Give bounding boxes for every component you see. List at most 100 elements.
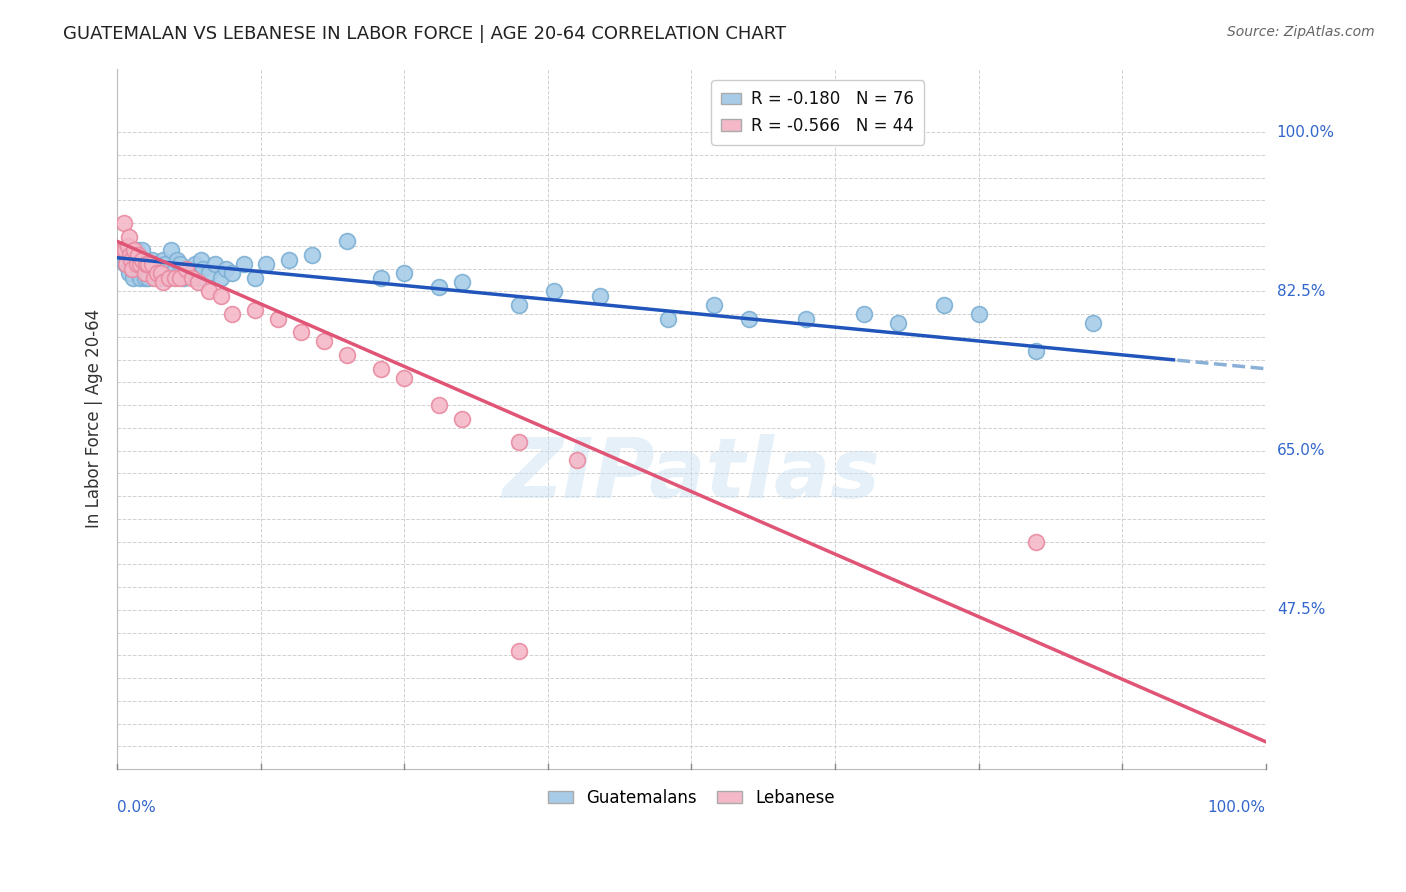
Point [146,266,169,280]
Point [152,252,174,267]
Point [301,248,323,262]
Point [267,311,290,326]
Point [156,270,179,285]
Point [427,398,450,412]
Text: 100.0%: 100.0% [1277,125,1334,140]
Point [129,257,152,271]
Point [149,266,172,280]
Point [1025,534,1047,549]
Point [142,266,165,280]
Point [794,311,817,326]
Text: 0.0%: 0.0% [117,799,156,814]
Point [157,270,180,285]
Point [129,257,152,271]
Point [450,411,472,425]
Point [180,270,202,285]
Point [394,371,416,385]
Point [152,275,174,289]
Point [136,257,159,271]
Text: 65.0%: 65.0% [1277,443,1326,458]
Point [184,257,207,271]
Legend: Guatemalans, Lebanese: Guatemalans, Lebanese [541,782,842,814]
Point [173,270,195,285]
Point [198,285,221,299]
Point [163,261,186,276]
Point [129,270,152,285]
Point [508,298,530,312]
Point [134,270,156,285]
Point [114,244,136,258]
Point [166,252,188,267]
Text: 100.0%: 100.0% [1208,799,1265,814]
Point [174,266,197,280]
Point [1025,343,1047,358]
Point [174,261,197,276]
Point [336,348,359,362]
Point [141,252,163,267]
Point [336,235,359,249]
Point [543,285,565,299]
Point [135,261,157,276]
Point [124,244,146,258]
Point [149,261,172,276]
Point [143,261,166,276]
Point [127,248,149,262]
Point [169,270,191,285]
Point [125,257,148,271]
Point [193,261,215,276]
Point [135,257,157,271]
Point [243,270,266,285]
Point [149,270,172,285]
Point [121,261,143,276]
Point [312,334,335,349]
Point [135,257,157,271]
Point [117,239,139,253]
Point [370,361,392,376]
Point [290,326,312,340]
Point [657,311,679,326]
Point [121,261,143,276]
Point [142,270,165,285]
Text: ZIPatlas: ZIPatlas [502,434,880,516]
Point [115,257,138,271]
Point [169,257,191,271]
Point [155,257,177,271]
Point [118,248,141,262]
Point [932,298,955,312]
Point [179,261,201,276]
Point [370,270,392,285]
Point [394,266,416,280]
Point [152,266,174,280]
Text: GUATEMALAN VS LEBANESE IN LABOR FORCE | AGE 20-64 CORRELATION CHART: GUATEMALAN VS LEBANESE IN LABOR FORCE | … [63,25,786,43]
Point [190,252,212,267]
Point [187,270,209,285]
Point [136,270,159,285]
Point [703,298,725,312]
Point [215,261,238,276]
Point [209,289,232,303]
Point [209,270,232,285]
Point [124,252,146,267]
Point [128,266,150,280]
Point [887,316,910,330]
Point [187,275,209,289]
Point [967,307,990,321]
Point [131,252,153,267]
Point [157,261,180,276]
Point [146,257,169,271]
Point [111,244,134,258]
Point [124,257,146,271]
Point [115,252,138,267]
Point [508,644,530,658]
Y-axis label: In Labor Force | Age 20-64: In Labor Force | Age 20-64 [86,310,103,528]
Point [160,244,183,258]
Point [120,252,142,267]
Point [256,257,278,271]
Point [111,244,134,258]
Point [138,257,160,271]
Point [204,257,226,271]
Point [120,257,142,271]
Point [146,266,169,280]
Text: 82.5%: 82.5% [1277,284,1324,299]
Point [738,311,761,326]
